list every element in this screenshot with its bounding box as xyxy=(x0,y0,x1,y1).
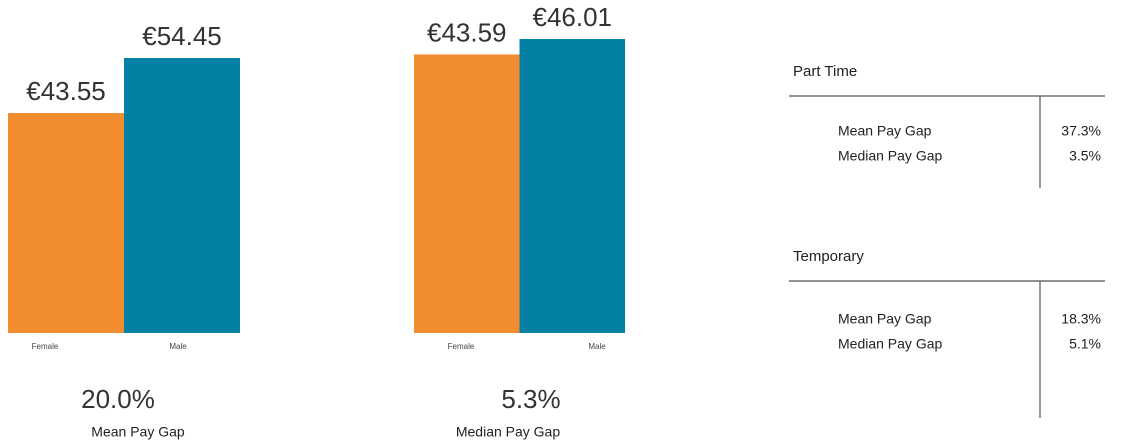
value-label: €46.01 xyxy=(532,2,612,32)
bar xyxy=(519,39,625,333)
summary-caption: Median Pay Gap xyxy=(456,424,560,440)
table-title: Temporary xyxy=(793,248,864,265)
summary-value: 20.0% xyxy=(81,384,155,414)
bar xyxy=(414,54,520,334)
row-value: 5.1% xyxy=(1069,336,1101,352)
value-label: €43.55 xyxy=(26,76,106,106)
value-label: €54.45 xyxy=(142,21,222,51)
row-label: Median Pay Gap xyxy=(838,336,942,352)
x-tick-label: Male xyxy=(588,342,606,351)
x-tick-label: Female xyxy=(32,342,59,351)
table-title: Part Time xyxy=(793,63,857,80)
row-value: 37.3% xyxy=(1061,123,1101,139)
row-value: 3.5% xyxy=(1069,148,1101,164)
row-value: 18.3% xyxy=(1061,311,1101,327)
summary-value: 5.3% xyxy=(501,384,560,414)
bar xyxy=(8,113,124,333)
row-label: Mean Pay Gap xyxy=(838,311,932,327)
row-label: Mean Pay Gap xyxy=(838,123,932,139)
summary-caption: Mean Pay Gap xyxy=(91,424,185,440)
row-label: Median Pay Gap xyxy=(838,148,942,164)
value-label: €43.59 xyxy=(427,17,507,47)
bar xyxy=(124,58,240,333)
x-tick-label: Female xyxy=(448,342,475,351)
x-tick-label: Male xyxy=(169,342,187,351)
